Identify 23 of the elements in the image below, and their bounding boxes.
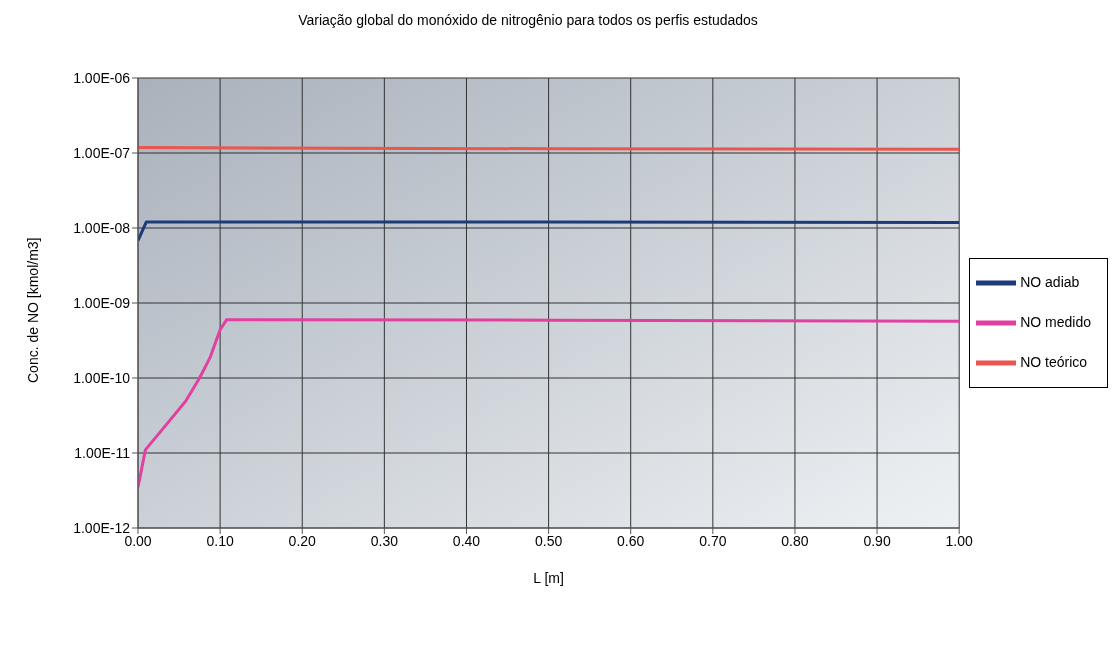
x-tick-label: 0.20: [288, 532, 317, 549]
legend-label: NO teórico: [1020, 353, 1088, 370]
x-tick-label: 0.60: [617, 532, 645, 549]
x-tick-label: 0.40: [452, 532, 481, 549]
legend-label: NO medido: [1020, 313, 1091, 330]
legend-label: NO adiab: [1020, 273, 1080, 290]
y-tick-label: 1.00E-10: [73, 369, 131, 386]
x-tick-label: 0.80: [781, 532, 809, 549]
line-series: [138, 318, 960, 489]
x-tick-label: 0.30: [370, 532, 399, 549]
y-tick-label: 1.00E-11: [74, 444, 131, 461]
y-axis-title: Conc. de NO [kmol/m3]: [24, 237, 41, 383]
x-tick-label: 1.00: [945, 532, 974, 549]
x-tick-label: 0.50: [534, 532, 563, 549]
y-tick-label: 1.00E-09: [73, 294, 131, 311]
y-tick-label: 1.00E-08: [73, 219, 131, 236]
chart-title: Variação global do monóxido de nitrogênio para todos os perfis estudados: [297, 12, 759, 28]
x-tick-label: 0.90: [863, 532, 891, 549]
y-tick-label: 1.00E-06: [73, 69, 131, 86]
x-tick-label: 0.70: [699, 532, 727, 549]
x-tick-label: 0.10: [206, 532, 234, 549]
x-axis-title: L [m]: [533, 570, 564, 586]
y-tick-label: 1.00E-07: [73, 144, 131, 161]
